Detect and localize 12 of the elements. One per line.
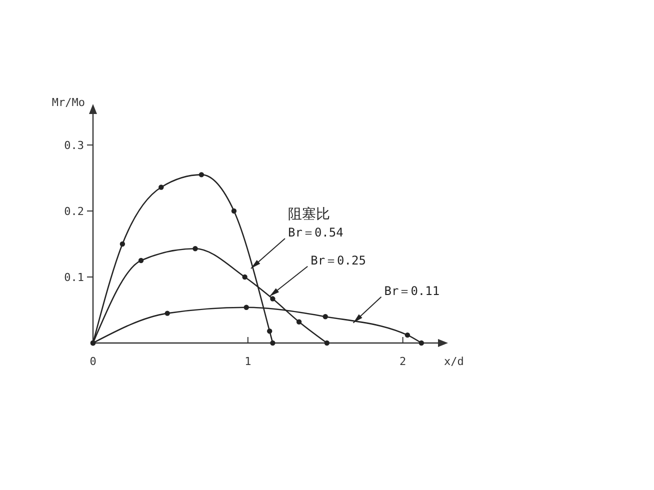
y-tick-label: 0.1 bbox=[64, 270, 84, 284]
y-tick-label: 0.3 bbox=[64, 138, 84, 152]
y-axis-title: Mr/Mo bbox=[52, 96, 85, 109]
legend-title: 阻塞比 bbox=[288, 206, 330, 222]
x-tick-label: 1 bbox=[244, 355, 252, 368]
x-tick-label: 2 bbox=[400, 355, 406, 368]
y-tick-label: 0.2 bbox=[64, 204, 84, 218]
text: Br＝0.54 bbox=[288, 225, 344, 240]
text: Br＝0.11 bbox=[384, 284, 440, 298]
x-axis-title: x/d bbox=[444, 355, 464, 368]
text: Br＝0.25 bbox=[310, 253, 366, 268]
x-tick-label: 0 bbox=[90, 355, 96, 368]
